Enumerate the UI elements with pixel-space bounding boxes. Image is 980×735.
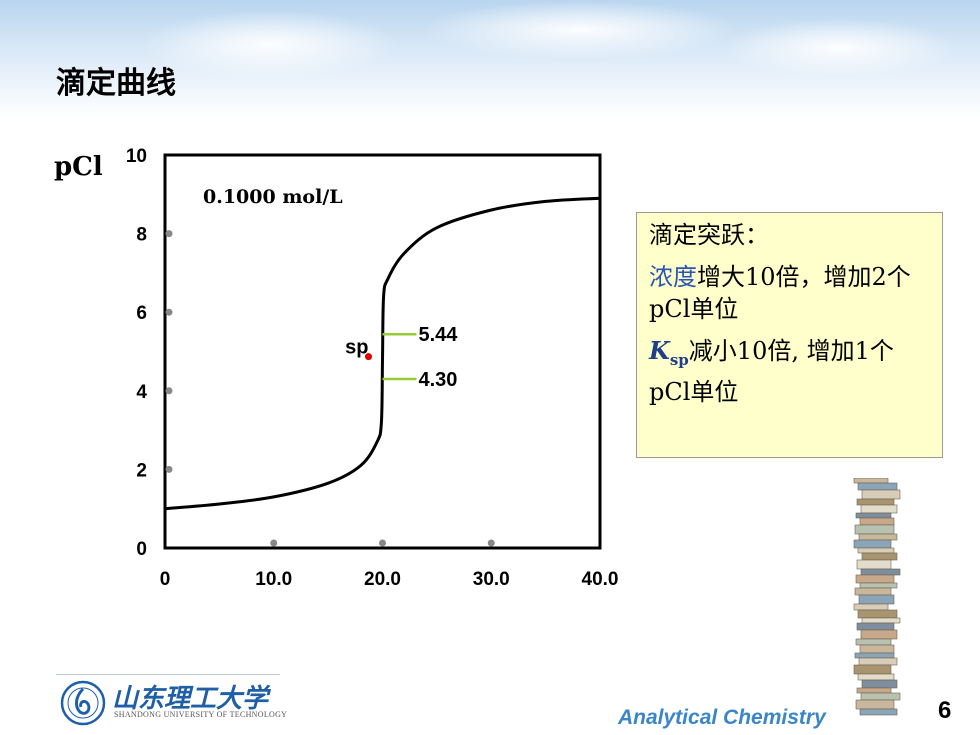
y-tick-marker	[165, 465, 173, 473]
cloud-shape	[140, 10, 400, 80]
ksp-symbol: K	[649, 336, 670, 365]
y-tick-label: 8	[136, 225, 147, 246]
titration-curve	[164, 196, 601, 511]
book-shape	[857, 482, 898, 491]
concentration-label: 0.1000 mol/L	[203, 186, 343, 208]
y-tick-label: 0	[136, 539, 147, 560]
note-highlight: 浓度	[649, 263, 697, 291]
page-number: 6	[938, 697, 952, 724]
book-shape	[856, 559, 892, 570]
book-shape	[854, 652, 895, 659]
book-shape	[860, 692, 901, 701]
note-heading: 滴定突跃：	[649, 221, 769, 249]
annotation-value: 5.44	[419, 324, 459, 346]
y-tick-marker	[165, 230, 173, 238]
book-shape	[853, 603, 889, 611]
cloud-shape	[420, 0, 740, 60]
slide-title: 滴定曲线	[56, 66, 176, 101]
book-shape	[857, 609, 898, 619]
x-tick-label: 30.0	[473, 569, 510, 590]
book-shape	[858, 594, 895, 605]
book-shape	[860, 568, 901, 576]
x-tick-label: 20.0	[364, 569, 401, 590]
book-shape	[860, 504, 898, 514]
y-tick-label: 4	[136, 382, 147, 403]
note-concentration: 浓度增大10倍，增加2个pCl单位	[649, 261, 932, 325]
university-name-en: SHANDONG UNIVERSITY OF TECHNOLOGY	[114, 710, 288, 719]
x-tick-label: 10.0	[255, 569, 292, 590]
book-shape	[861, 617, 901, 624]
note-ksp-text: 减小10倍, 增加1个pCl单位	[649, 337, 894, 406]
y-tick-label: 6	[136, 303, 147, 324]
book-shape	[858, 657, 898, 666]
titration-jump-note: 滴定突跃： 浓度增大10倍，增加2个pCl单位 Ksp减小10倍, 增加1个pC…	[636, 212, 943, 458]
y-axis-label: pCl	[54, 152, 103, 182]
ksp-subscript: sp	[669, 351, 689, 369]
y-tick-marker	[165, 308, 173, 316]
book-shape	[858, 533, 898, 541]
book-shape	[855, 638, 892, 646]
y-tick-marker	[165, 387, 173, 395]
x-tick-marker	[487, 539, 495, 547]
book-shape	[853, 664, 892, 675]
book-stack-image	[853, 478, 901, 716]
plot-frame	[163, 153, 602, 550]
book-shape	[856, 498, 895, 506]
book-shape	[855, 699, 895, 710]
note-ksp: Ksp减小10倍, 增加1个pCl单位	[649, 335, 932, 408]
book-shape	[857, 547, 895, 554]
y-tick-label: 2	[136, 460, 147, 481]
book-shape	[857, 673, 895, 681]
book-shape	[861, 489, 901, 500]
book-shape	[861, 552, 898, 561]
note-concentration-text: 增大10倍，增加2个pCl单位	[649, 263, 911, 323]
book-shape	[860, 629, 898, 640]
book-shape	[856, 622, 895, 631]
footer-divider	[56, 674, 280, 675]
x-tick-label: 0	[160, 569, 171, 590]
cloud-shape	[720, 18, 960, 78]
y-tick-label: 10	[126, 146, 147, 167]
annotation-value: 4.30	[419, 369, 458, 391]
equivalence-point-marker	[365, 353, 372, 361]
book-shape	[854, 524, 895, 535]
x-tick-marker	[270, 539, 278, 547]
header-sky-banner	[0, 0, 980, 120]
book-shape	[854, 587, 892, 596]
university-name-cn: 山东理工大学	[112, 684, 269, 714]
x-tick-marker	[379, 539, 386, 547]
x-tick-label: 40.0	[582, 569, 619, 590]
book-shape	[856, 687, 892, 694]
book-shape	[859, 517, 895, 526]
course-name: Analytical Chemistry	[618, 706, 826, 729]
book-shape	[861, 679, 898, 689]
book-shape	[859, 708, 898, 716]
book-shape	[859, 644, 895, 654]
equivalence-point-label: sp	[345, 337, 368, 359]
book-shape	[853, 478, 889, 484]
book-shape	[855, 512, 892, 519]
book-shape	[855, 574, 895, 584]
university-logo-icon	[60, 680, 106, 726]
book-shape	[853, 539, 892, 549]
book-shape	[859, 582, 898, 589]
